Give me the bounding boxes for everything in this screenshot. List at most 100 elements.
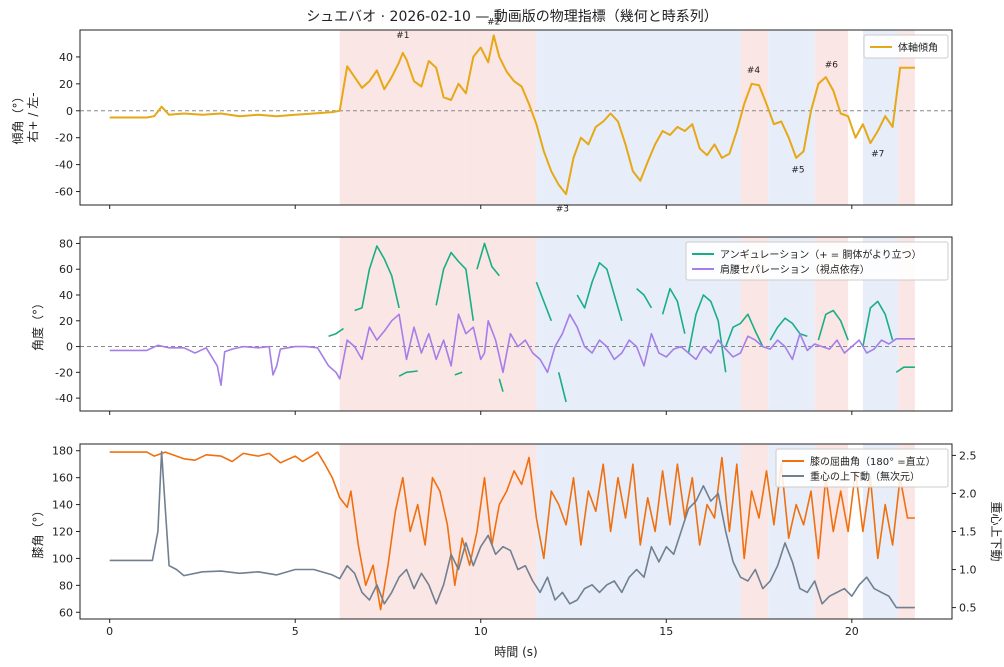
series-group — [109, 450, 915, 611]
turn-span — [862, 30, 899, 205]
turn-span — [339, 30, 466, 205]
legend-label: 体軸傾角 — [898, 41, 938, 54]
legend-label: 重心の上下動（無次元） — [810, 470, 920, 483]
angulation-line — [862, 300, 894, 347]
y-tick-label: 60 — [59, 263, 73, 276]
x-axis-label: 時間 (s) — [494, 645, 537, 659]
angulation-line — [535, 281, 553, 322]
y-tick-label-right: 2.5 — [959, 449, 977, 462]
y-axis-label-right: 重心上下動 — [989, 501, 1003, 561]
y-tick-label-right: 2.0 — [959, 487, 977, 500]
tilt-line — [109, 34, 915, 196]
x-tick-label: 20 — [845, 625, 859, 638]
turn-span — [740, 30, 769, 205]
angulation-line — [476, 242, 500, 277]
y-tick-label: 100 — [52, 552, 73, 565]
y-tick-label: 40 — [59, 51, 73, 64]
y-tick-label: 0 — [66, 341, 73, 354]
angulation-line — [398, 370, 418, 377]
y-axis-label: 角度（°） — [30, 297, 45, 351]
legend: アンギュレーション（+ = 胴体がより立つ） 肩腰セパレーション（視点依存） — [685, 241, 949, 281]
y-axis-label-line: 膝角（°） — [31, 504, 45, 558]
knee-line — [109, 451, 915, 611]
turn-span — [768, 30, 815, 205]
x-tick-label: 0 — [106, 625, 113, 638]
turn-annotation: #3 — [556, 205, 569, 215]
y-axis-label: 膝角（°） — [31, 504, 45, 558]
angulation-line — [557, 372, 567, 403]
y-tick-label: -40 — [55, 159, 73, 172]
turn-annotation: #4 — [747, 66, 761, 76]
angulation-line — [724, 313, 764, 347]
turn-span — [898, 30, 915, 205]
y-tick-label: 160 — [52, 472, 73, 485]
angulation-line — [661, 287, 686, 334]
x-tick-label: 15 — [659, 625, 673, 638]
series-group — [109, 242, 915, 403]
x-tick-label: 10 — [474, 625, 488, 638]
angulation-line — [435, 251, 475, 321]
turn-annotation: #6 — [825, 61, 839, 71]
y-tick-label: 180 — [52, 445, 73, 458]
legend-box — [775, 448, 949, 488]
y-tick-label: 140 — [52, 499, 73, 512]
turn-shading — [339, 30, 915, 205]
separation-line — [109, 313, 915, 386]
turn-annotation: #1 — [396, 31, 409, 41]
y-tick-label: 120 — [52, 526, 73, 539]
com-line — [109, 450, 915, 609]
y-tick-label: -20 — [55, 366, 73, 379]
angulation-line — [454, 371, 463, 376]
angulation-line — [895, 366, 915, 373]
legend-label: 肩腰セパレーション（視点依存） — [720, 263, 870, 276]
y-tick-label: 20 — [59, 78, 73, 91]
legend-box — [863, 34, 949, 59]
y-axis-label-line: 右+ / 左- — [25, 92, 40, 142]
turn-annotation: #7 — [871, 150, 884, 160]
series-group — [109, 34, 915, 196]
angulation-line — [769, 317, 808, 341]
angulation-line — [636, 287, 653, 309]
y-tick-label: 80 — [59, 237, 73, 250]
y-axis-label-line: 傾角（°） — [11, 90, 25, 144]
y-tick-label: 20 — [59, 315, 73, 328]
x-tick-label: 5 — [292, 625, 299, 638]
turn-span — [814, 30, 849, 205]
axes-frame — [79, 29, 953, 206]
y-tick-label: -40 — [55, 392, 73, 405]
tilt-panel: -60 -40 -20 0 20 40 傾角（°）右+ / 左- #1 #2 #3 #4 #5 #6 #7… — [11, 18, 953, 215]
legend-box — [685, 241, 949, 281]
turn-span — [740, 444, 769, 619]
figure-title: シュエバオ · 2026-02-10 — 動画版の物理指標（幾何と時系列） — [306, 9, 718, 25]
y-tick-label-right: 1.0 — [959, 564, 977, 577]
knee-com-panel: 60 80 100 120 140 160 180 0.5 1.0 1.5 2.0 2.5 重心上下動 0… — [31, 443, 1003, 638]
y-tick-label: 0 — [66, 105, 73, 118]
angulation-line — [687, 294, 727, 373]
y-axis-label: 傾角（°）右+ / 左- — [11, 90, 40, 144]
angulation-line — [354, 245, 400, 312]
turn-span — [339, 444, 466, 619]
angulation-line — [498, 378, 504, 392]
axes-frame — [79, 236, 953, 412]
y-tick-label: 40 — [59, 289, 73, 302]
angulation-line — [328, 327, 344, 337]
legend: 体軸傾角 — [863, 34, 949, 59]
y-tick-label: 80 — [59, 579, 73, 592]
y-tick-label: -20 — [55, 132, 73, 145]
legend: 膝の屈曲角（180° =直立） 重心の上下動（無次元） — [775, 448, 949, 488]
turn-annotation: #2 — [487, 18, 500, 28]
turn-shading — [339, 444, 915, 619]
angle-panel: -40 -20 0 20 40 60 80 角度（°） アンギュレーション（+ = 胴体がより立… — [30, 236, 953, 415]
angulation-line — [817, 309, 849, 341]
y-tick-label-right: 0.5 — [959, 602, 977, 615]
turn-annotation: #5 — [791, 166, 804, 176]
y-axis-label-line: 角度（°） — [30, 297, 45, 351]
y-tick-label: -60 — [55, 186, 73, 199]
legend-label: アンギュレーション（+ = 胴体がより立つ） — [720, 248, 922, 261]
legend-label: 膝の屈曲角（180° =直立） — [810, 455, 936, 468]
y-tick-label: 60 — [59, 606, 73, 619]
angulation-line — [576, 262, 623, 322]
turn-span — [465, 30, 537, 205]
y-tick-label-right: 1.5 — [959, 526, 977, 539]
